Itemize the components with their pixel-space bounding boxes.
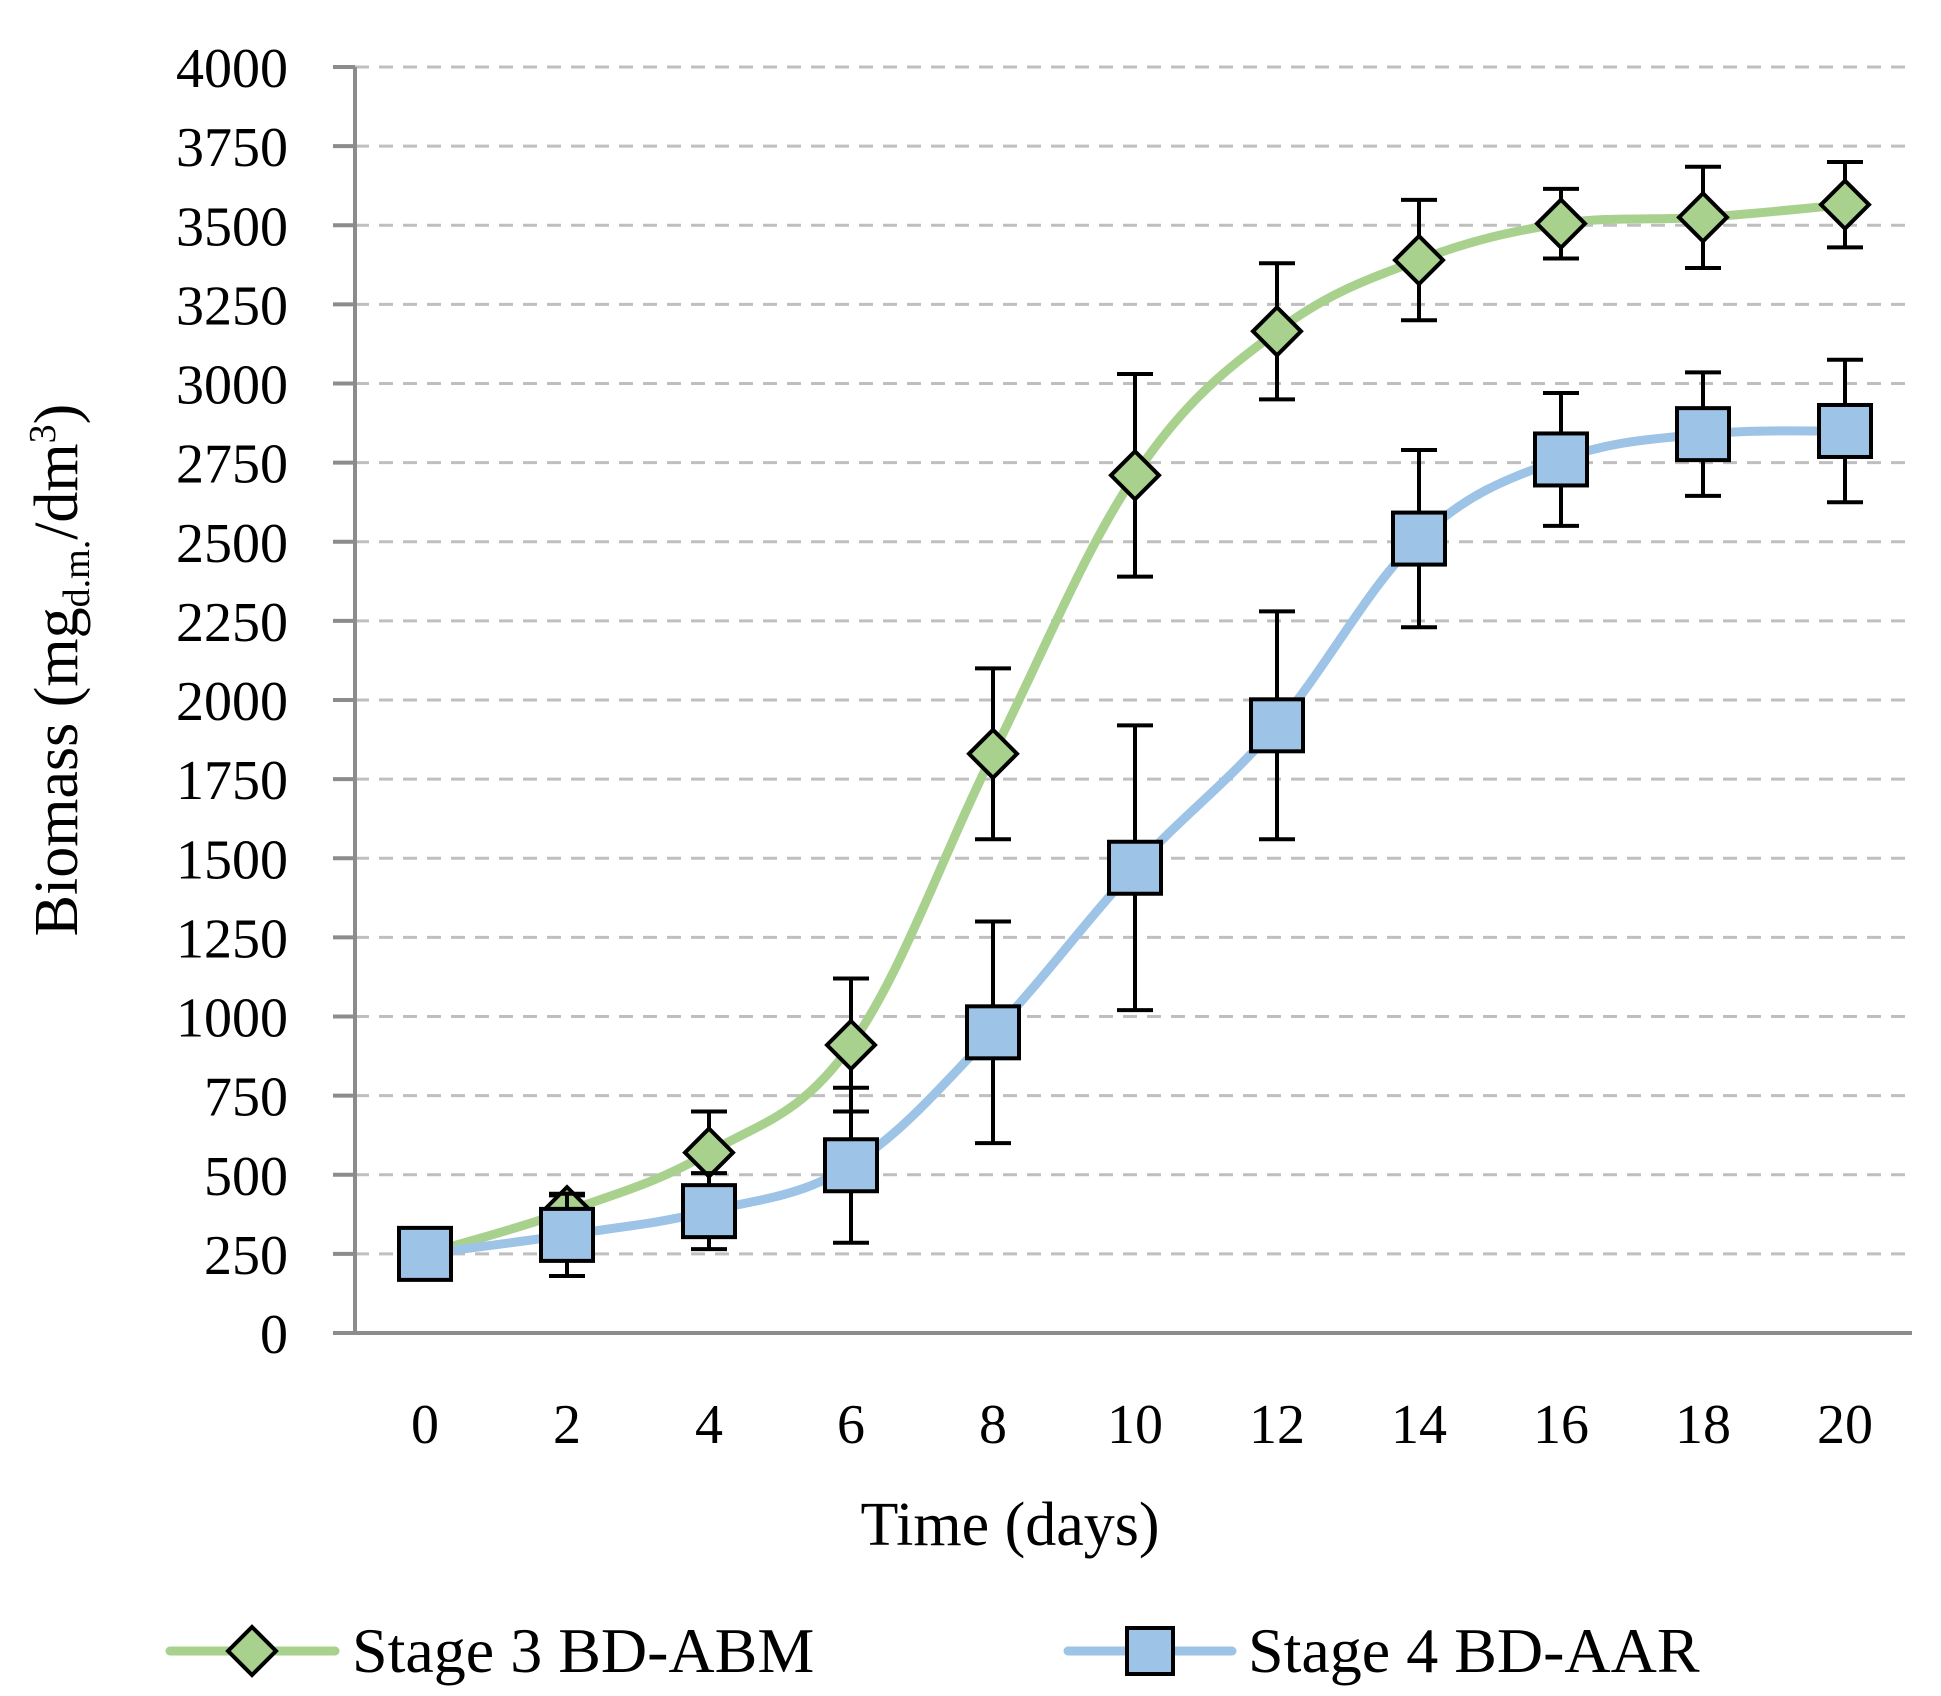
legend-label-stage3: Stage 3 BD-ABM [352,1615,814,1686]
tick-labels: 0 250 500 750 1000 1250 1500 1750 2000 2250 2500 27… [176,38,1873,1456]
x-tick-label: 18 [1675,1394,1731,1456]
y-tick-label: 2250 [176,592,288,654]
legend-marker-square [1125,1626,1175,1676]
data-point[interactable] [1675,406,1731,463]
y-tick-label: 1000 [176,988,288,1050]
legend: Stage 3 BD-ABM Stage 4 BD-AAR [165,1615,1700,1686]
data-point[interactable] [1534,196,1588,251]
x-tick-label: 0 [411,1394,439,1456]
series-1 [398,159,1872,1281]
x-tick-label: 2 [553,1394,581,1456]
y-tick-label: 4000 [176,38,288,100]
data-point[interactable] [397,1225,453,1282]
y-tick-label: 250 [204,1225,288,1287]
y-tick-label: 500 [204,1146,288,1208]
y-tick-label: 0 [260,1304,288,1366]
data-point[interactable] [966,726,1020,781]
y-tick-label: 2500 [176,513,288,575]
y-tick-label: 1250 [176,908,288,970]
y-axis-title-superscript: 3 [22,424,64,443]
data-point[interactable] [1676,190,1730,245]
legend-item-stage4[interactable]: Stage 4 BD-AAR [1063,1615,1700,1686]
y-tick-label: 3750 [176,117,288,179]
y-tick-label: 1500 [176,829,288,891]
y-tick-label: 3250 [176,275,288,337]
legend-label-stage4: Stage 4 BD-AAR [1248,1615,1700,1686]
y-tick-label: 3500 [176,196,288,258]
data-point[interactable] [539,1206,595,1263]
series [397,159,1873,1282]
data-point[interactable] [1249,697,1305,754]
y-axis-title-main: Biomass (mg [23,607,91,936]
y-axis-title-unit: /dm [23,443,91,539]
data-point[interactable] [1533,431,1589,488]
grid-lines [355,65,1912,1256]
y-axis-title: Biomass (mgd.m./dm3) [22,404,98,937]
data-point[interactable] [824,1018,878,1072]
data-point[interactable] [965,1004,1021,1061]
x-tick-label: 10 [1107,1394,1163,1456]
y-axis-title-subscript: d.m. [56,540,98,608]
data-point[interactable] [1107,839,1163,896]
x-tick-label: 8 [979,1394,1007,1456]
legend-item-stage3[interactable]: Stage 3 BD-ABM [165,1615,814,1686]
x-tick-label: 12 [1249,1394,1305,1456]
y-tick-label: 1750 [176,750,288,812]
y-tick-label: 3000 [176,355,288,417]
y-axis-title-close: ) [23,404,91,425]
data-point[interactable] [682,1125,736,1180]
data-point[interactable] [1392,233,1446,287]
data-point[interactable] [681,1183,737,1240]
x-tick-label: 4 [695,1394,723,1456]
axes [333,65,1912,1335]
data-point[interactable] [1817,402,1873,459]
y-tick-label: 2750 [176,434,288,496]
y-tick-label: 750 [204,1067,288,1129]
x-tick-label: 16 [1533,1394,1589,1456]
data-point[interactable] [823,1137,879,1194]
y-tick-label: 2000 [176,671,288,733]
x-tick-label: 20 [1817,1394,1873,1456]
x-tick-label: 14 [1391,1394,1447,1456]
x-axis-title: Time (days) [860,1491,1159,1559]
data-point[interactable] [1391,510,1447,567]
series-2 [397,357,1873,1282]
data-point[interactable] [1108,448,1162,503]
legend-marker-diamond [225,1624,279,1678]
x-tick-label: 6 [837,1394,865,1456]
data-point[interactable] [1818,177,1872,232]
data-point[interactable] [1250,304,1304,359]
